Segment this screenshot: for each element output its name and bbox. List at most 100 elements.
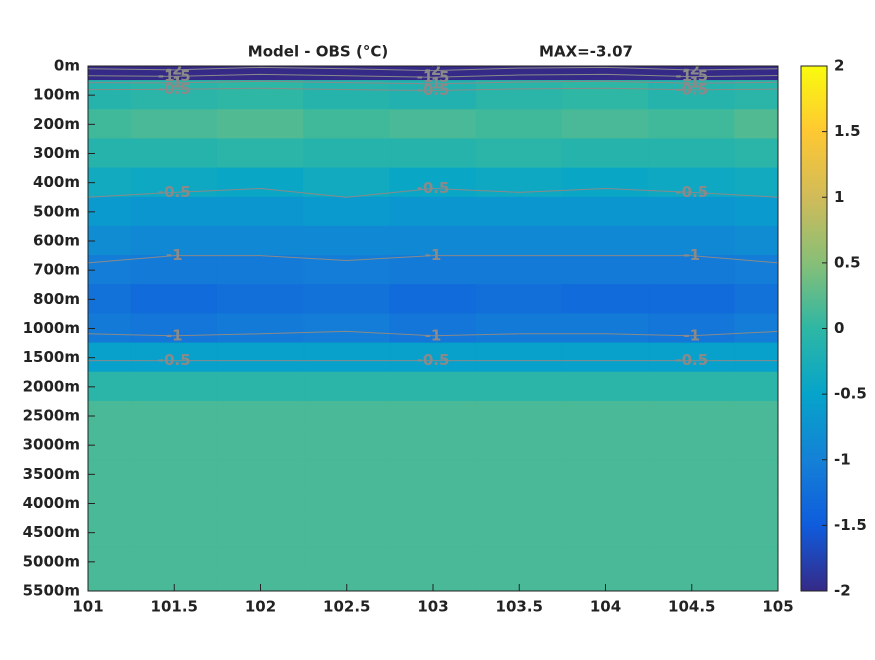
contour-line [88, 187, 778, 198]
contour-line [88, 87, 778, 92]
heatmap-cell [475, 488, 563, 519]
heatmap-cell [389, 342, 477, 373]
heatmap-cell [389, 430, 477, 461]
contour-line [88, 255, 778, 264]
heatmap-cell [303, 313, 391, 344]
contour-label: -0.5 [675, 183, 708, 201]
heatmap-cell [389, 225, 477, 257]
heatmap-cell [303, 517, 391, 548]
contour-label: -0.5 [158, 80, 191, 98]
heatmap-cell [734, 517, 778, 548]
contour-line [88, 80, 778, 85]
heatmap-cell [216, 342, 305, 373]
colorbar-tick-label: 1.5 [834, 122, 861, 140]
heatmap-cell [734, 342, 778, 373]
heatmap-cell [561, 225, 650, 257]
heatmap-cell [734, 371, 778, 402]
x-tick-label: 105 [762, 598, 793, 616]
heatmap-cell [561, 138, 650, 169]
heatmap-cell [561, 430, 650, 461]
heatmap-cell [389, 371, 477, 402]
heatmap-cell [475, 255, 563, 286]
heatmap-cell [648, 109, 736, 140]
heatmap-cell [303, 400, 391, 432]
heatmap-cell [88, 284, 132, 315]
heatmap-cell [389, 517, 477, 548]
heatmap-cell [648, 196, 736, 227]
heatmap-cell [475, 284, 563, 315]
heatmap-cell [216, 459, 305, 490]
y-tick-label: 5500m [23, 582, 80, 600]
heatmap-cell [648, 138, 736, 169]
heatmap-cell [130, 80, 218, 111]
heatmap-cell [389, 459, 477, 490]
heatmap-cell [216, 430, 305, 461]
heatmap-cell [734, 284, 778, 315]
colorbar-tick-label: -2 [834, 582, 851, 600]
heatmap-cell [561, 196, 650, 227]
heatmap-cell [734, 459, 778, 490]
x-tick-label: 103 [417, 598, 448, 616]
contour-label: -1 [166, 326, 183, 344]
heatmap-cell [389, 138, 477, 169]
heatmap-cell [130, 517, 218, 548]
contour-label: -1 [683, 326, 700, 344]
heatmap-cell [561, 400, 650, 432]
heatmap-cell [734, 575, 778, 591]
y-tick-label: 100m [33, 86, 80, 104]
heatmap-cell [389, 284, 477, 315]
contour-label: -1.5 [675, 67, 708, 85]
heatmap-cell [130, 109, 218, 140]
x-tick-label: 102 [245, 598, 276, 616]
heatmap-cell [303, 80, 391, 111]
heatmap-cell [648, 517, 736, 548]
heatmap-cell [648, 459, 736, 490]
colorbar-tick-label: 2 [834, 57, 844, 75]
heatmap-cell [734, 488, 778, 519]
heatmap-cell [216, 225, 305, 257]
heatmap-cell [734, 546, 778, 577]
y-tick-label: 1500m [23, 348, 80, 366]
heatmap-cell [216, 255, 305, 286]
heatmap-cell [561, 80, 650, 111]
heatmap-cell [561, 284, 650, 315]
heatmap-cell [216, 488, 305, 519]
contour-label: -0.5 [675, 80, 708, 98]
heatmap-cell [130, 225, 218, 257]
heatmap-cell [648, 225, 736, 257]
heatmap-cell [216, 196, 305, 227]
heatmap-cell [475, 80, 563, 111]
heatmap-cell [734, 167, 778, 198]
heatmap-cell [734, 66, 778, 82]
contour-label: -1 [425, 326, 442, 344]
heatmap-cell [475, 371, 563, 402]
heatmap-cell [475, 225, 563, 257]
y-tick-label: 3000m [23, 436, 80, 454]
heatmap-cell [475, 400, 563, 432]
heatmap-cell [216, 313, 305, 344]
y-tick-label: 2500m [23, 407, 80, 425]
y-tick-label: 4000m [23, 494, 80, 512]
heatmap-cell [475, 430, 563, 461]
heatmap-cell [303, 109, 391, 140]
heatmap-cell [216, 138, 305, 169]
heatmap-cell [389, 313, 477, 344]
x-tick-label: 101.5 [151, 598, 198, 616]
contour-line [88, 330, 778, 337]
contour-label: -0.5 [158, 351, 191, 369]
colorbar-tick-label: 0.5 [834, 253, 861, 271]
contour-label: -1 [425, 74, 442, 92]
y-tick-label: 3500m [23, 465, 80, 483]
heatmap-cell [561, 517, 650, 548]
heatmap-cell [130, 284, 218, 315]
heatmap-cell [561, 459, 650, 490]
x-tick-label: 104 [590, 598, 621, 616]
heatmap-cell [561, 488, 650, 519]
colorbar-tick-label: 1 [834, 188, 844, 206]
contour-label: -1 [166, 246, 183, 264]
heatmap-cell [130, 430, 218, 461]
heatmap-cell [389, 488, 477, 519]
y-tick-label: 4500m [23, 523, 80, 541]
heatmap-cell [475, 459, 563, 490]
y-tick-label: 500m [33, 202, 80, 220]
